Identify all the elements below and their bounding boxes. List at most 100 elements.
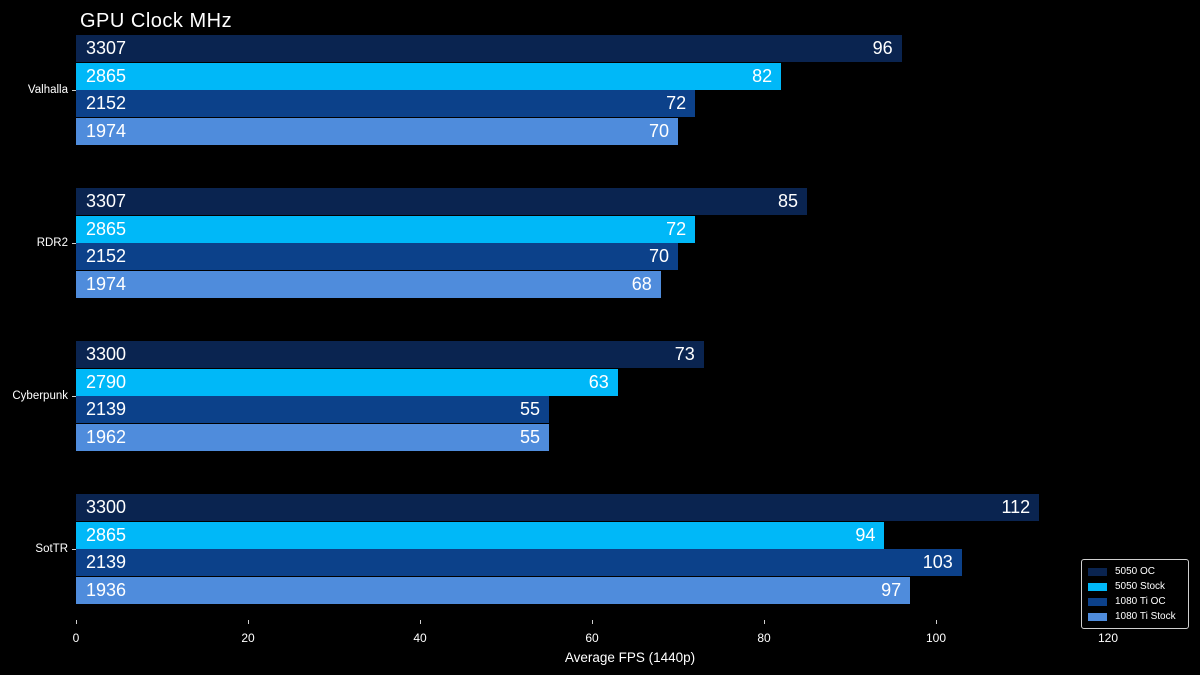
bar-fps-label: 72 xyxy=(666,93,687,113)
bar-fps-label: 103 xyxy=(922,552,953,572)
bar-rect-5050-stock xyxy=(76,215,696,243)
legend-label: 5050 Stock xyxy=(1115,581,1166,592)
bar-row: 2865 82 xyxy=(76,62,782,90)
legend-item-1080-ti-oc: 1080 Ti OC xyxy=(1088,594,1182,609)
bar-fps-label: 63 xyxy=(588,371,609,392)
legend-swatch xyxy=(1088,612,1107,621)
legend-label: 1080 Ti OC xyxy=(1115,596,1166,607)
category-label-rdr2: RDR2 xyxy=(36,237,68,249)
bar-clock-label: 2152 xyxy=(86,93,127,113)
bar-fps-label: 85 xyxy=(777,191,798,211)
y-tick-mark xyxy=(72,90,76,91)
bar-clock-label: 2865 xyxy=(86,524,127,545)
x-tick-mark xyxy=(764,620,765,624)
legend-item-5050-stock: 5050 Stock xyxy=(1088,579,1182,594)
y-tick-mark xyxy=(72,243,76,244)
x-axis-label: Average FPS (1440p) xyxy=(564,650,696,665)
category-label-sottr: SotTR xyxy=(35,543,68,555)
bar-rect-1080-ti-stock xyxy=(76,576,911,604)
bar-rect-1080-ti-stock xyxy=(76,423,549,451)
bar-rect-1080-ti-stock xyxy=(76,117,678,145)
bar-fps-label: 72 xyxy=(666,218,687,239)
bar-clock-label: 1974 xyxy=(86,273,127,294)
category-label-valhalla: Valhalla xyxy=(27,84,68,96)
bar-clock-label: 1974 xyxy=(86,120,127,141)
bar-row: 2152 70 xyxy=(76,243,678,270)
bar-rect-1080-ti-oc xyxy=(76,396,549,423)
bar-rect-1080-ti-oc xyxy=(76,243,678,270)
bar-fps-label: 97 xyxy=(881,579,902,600)
category-label-cyberpunk: Cyberpunk xyxy=(12,390,68,402)
bar-rect-5050-stock xyxy=(76,521,885,549)
x-tick-label: 20 xyxy=(241,631,255,645)
x-tick-label: 0 xyxy=(72,631,80,645)
bar-rect-5050-oc xyxy=(76,35,902,62)
legend-item-1080-ti-stock: 1080 Ti Stock xyxy=(1088,609,1182,624)
bar-clock-label: 2865 xyxy=(86,218,127,239)
bar-fps-label: 70 xyxy=(648,120,669,141)
bar-fps-label: 94 xyxy=(855,524,876,545)
bar-clock-label: 1962 xyxy=(86,426,127,447)
bar-fps-label: 96 xyxy=(872,38,893,58)
bar-rect-5050-stock xyxy=(76,62,782,90)
bar-clock-label: 2139 xyxy=(86,399,127,419)
legend-swatch xyxy=(1088,597,1107,606)
bar-fps-label: 55 xyxy=(519,426,540,447)
bar-row: 3307 96 xyxy=(76,35,902,62)
x-tick-label: 120 xyxy=(1097,631,1119,645)
bar-clock-label: 3300 xyxy=(86,497,127,517)
bar-fps-label: 73 xyxy=(674,344,695,364)
bar-clock-label: 2139 xyxy=(86,552,127,572)
bar-fps-label: 70 xyxy=(648,246,669,266)
bar-fps-label: 55 xyxy=(519,399,540,419)
bar-row: 3300 73 xyxy=(76,341,704,368)
bar-row: 2865 94 xyxy=(76,521,885,549)
legend-label: 1080 Ti Stock xyxy=(1115,611,1176,622)
bar-rect-5050-oc xyxy=(76,341,704,368)
bar-row: 1962 55 xyxy=(76,423,549,451)
bar-rect-5050-stock xyxy=(76,368,618,396)
legend-swatch xyxy=(1088,567,1107,576)
x-tick-label: 60 xyxy=(585,631,599,645)
bar-row: 2139 103 xyxy=(76,549,962,576)
x-tick-label: 80 xyxy=(757,631,771,645)
bar-rect-1080-ti-stock xyxy=(76,270,661,298)
bar-rect-5050-oc xyxy=(76,494,1040,521)
bar-fps-label: 112 xyxy=(1001,497,1031,517)
bar-fps-label: 82 xyxy=(752,65,773,86)
bar-row: 1936 97 xyxy=(76,576,911,604)
bar-clock-label: 3307 xyxy=(86,38,127,58)
x-tick-mark xyxy=(420,620,421,624)
legend: 5050 OC 5050 Stock 1080 Ti OC 1080 Ti Stock xyxy=(1081,559,1189,629)
bar-row: 2790 63 xyxy=(76,368,618,396)
bar-row: 2152 72 xyxy=(76,90,696,117)
bar-row: 1974 68 xyxy=(76,270,661,298)
x-tick-label: 40 xyxy=(413,631,427,645)
bar-rect-5050-oc xyxy=(76,188,807,215)
x-tick-mark xyxy=(248,620,249,624)
bar-clock-label: 2790 xyxy=(86,371,127,392)
bar-fps-label: 68 xyxy=(631,273,652,294)
legend-item-5050-oc: 5050 OC xyxy=(1088,564,1182,579)
x-tick-mark xyxy=(76,620,77,624)
bar-row: 2865 72 xyxy=(76,215,696,243)
legend-label: 5050 OC xyxy=(1115,566,1156,577)
bar-clock-label: 1936 xyxy=(86,579,127,600)
bar-row: 2139 55 xyxy=(76,396,549,423)
bar-row: 3307 85 xyxy=(76,188,807,215)
bar-clock-label: 3307 xyxy=(86,191,127,211)
bar-clock-label: 2152 xyxy=(86,246,127,266)
x-tick-label: 100 xyxy=(925,631,947,645)
chart-title: GPU Clock MHz xyxy=(80,10,233,32)
y-tick-mark xyxy=(72,549,76,550)
legend-swatch xyxy=(1088,582,1107,591)
bar-clock-label: 3300 xyxy=(86,344,127,364)
bar-clock-label: 2865 xyxy=(86,65,127,86)
x-tick-mark xyxy=(936,620,937,624)
bar-row: 1974 70 xyxy=(76,117,678,145)
bar-row: 3300 112 xyxy=(76,494,1040,521)
y-tick-mark xyxy=(72,396,76,397)
x-tick-mark xyxy=(592,620,593,624)
bar-rect-1080-ti-oc xyxy=(76,90,696,117)
